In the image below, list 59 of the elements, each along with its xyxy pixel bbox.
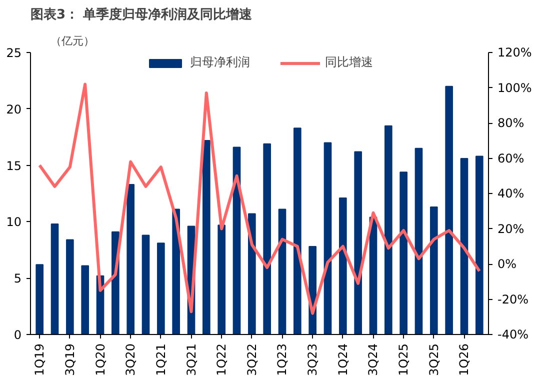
bar [157, 242, 165, 334]
x-tick-label: 1Q26 [457, 343, 472, 376]
bar [202, 140, 210, 334]
x-tick-label: 3Q24 [366, 343, 380, 376]
y-tick-label: 10 [6, 215, 22, 230]
x-tick-label: 1Q22 [214, 343, 229, 376]
bar [430, 206, 438, 334]
x-tick-label: 3Q22 [244, 343, 259, 376]
bar [294, 128, 302, 334]
line-series [38, 82, 481, 315]
bar [126, 184, 135, 334]
bar [339, 198, 347, 334]
bar [384, 125, 392, 334]
y2-tick-label: 20% [498, 222, 524, 236]
x-tick-label: 1Q19 [32, 343, 47, 376]
bar [248, 213, 256, 334]
y2-tick-label: 80% [498, 116, 524, 130]
bar [232, 146, 241, 334]
y-tick-label: 15 [6, 158, 22, 173]
y2-tick-label: 0% [498, 257, 517, 271]
y2-tick-label: 40% [498, 186, 524, 200]
bar [218, 224, 226, 334]
x-tick-label: 3Q21 [184, 343, 198, 376]
legend-label: 同比增速 [325, 54, 373, 71]
y2-tick-label: -40% [498, 328, 529, 342]
bar [354, 151, 362, 334]
bar [66, 239, 74, 334]
bar [445, 86, 453, 334]
y-axis-title: （亿元） [50, 34, 94, 48]
y-tick-label: 0 [14, 328, 22, 342]
x-tick-label: 1Q20 [93, 343, 108, 376]
y2-tick-label: 100% [498, 80, 532, 95]
bar [460, 158, 468, 334]
legend-label: 归母净利润 [190, 54, 250, 71]
x-tick-label: 1Q25 [396, 343, 411, 376]
bar [324, 142, 332, 334]
y2-tick-label: 120% [498, 46, 532, 60]
bar [81, 265, 90, 334]
y-tick-label: 5 [14, 272, 22, 286]
x-tick-label: 1Q24 [336, 343, 350, 376]
bar [475, 156, 484, 334]
chart-title: 图表3： 单季度归母净利润及同比增速 [30, 6, 254, 22]
y-tick-label: 20 [6, 102, 22, 116]
x-tick-label: 3Q19 [62, 343, 77, 376]
x-tick-label: 3Q20 [124, 343, 138, 376]
y-tick-label: 25 [6, 46, 22, 60]
y2-tick-label: 60% [498, 151, 524, 166]
bar [263, 143, 271, 334]
x-tick-label: 1Q23 [275, 343, 290, 376]
bar [414, 148, 423, 334]
x-tick-label: 3Q25 [426, 343, 441, 376]
x-tick-label: 1Q21 [154, 343, 168, 376]
bar [36, 264, 44, 334]
bar [278, 208, 286, 334]
bar [400, 172, 408, 334]
bar [50, 223, 59, 334]
bar [142, 234, 150, 334]
y2-tick-label: -20% [498, 292, 529, 306]
x-tick-label: 3Q23 [306, 343, 320, 376]
